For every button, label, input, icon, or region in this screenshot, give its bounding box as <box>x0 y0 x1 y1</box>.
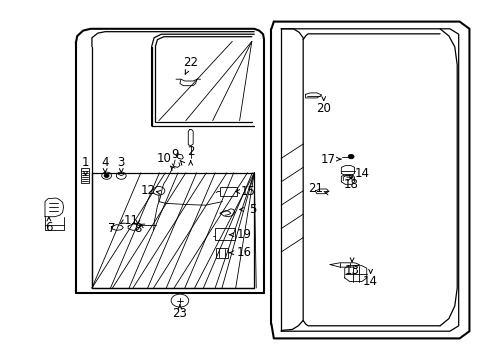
Circle shape <box>347 154 353 159</box>
Text: 22: 22 <box>183 57 198 69</box>
Text: 17: 17 <box>321 153 335 166</box>
Text: 8: 8 <box>134 222 142 235</box>
Text: 3: 3 <box>117 156 125 169</box>
Bar <box>215 228 234 240</box>
Circle shape <box>104 174 109 177</box>
Text: 13: 13 <box>344 264 359 277</box>
Bar <box>81 168 89 183</box>
Text: 18: 18 <box>343 178 358 191</box>
Text: 7: 7 <box>107 222 115 235</box>
Text: 10: 10 <box>156 152 171 165</box>
Text: 11: 11 <box>123 214 138 227</box>
Text: 9: 9 <box>171 148 179 161</box>
Text: 16: 16 <box>237 246 251 259</box>
Text: 23: 23 <box>172 307 187 320</box>
Text: 19: 19 <box>237 228 251 241</box>
Bar <box>220 187 237 196</box>
Text: 14: 14 <box>354 167 368 180</box>
Text: 20: 20 <box>316 102 330 115</box>
Text: 4: 4 <box>101 156 109 169</box>
Text: 6: 6 <box>45 221 53 234</box>
Bar <box>216 248 228 258</box>
Text: 5: 5 <box>249 203 257 216</box>
Text: 21: 21 <box>307 183 322 195</box>
Text: 14: 14 <box>363 275 377 288</box>
Text: 15: 15 <box>241 185 255 198</box>
Text: 2: 2 <box>186 145 194 158</box>
Text: 12: 12 <box>140 184 155 197</box>
Text: 1: 1 <box>81 156 89 169</box>
